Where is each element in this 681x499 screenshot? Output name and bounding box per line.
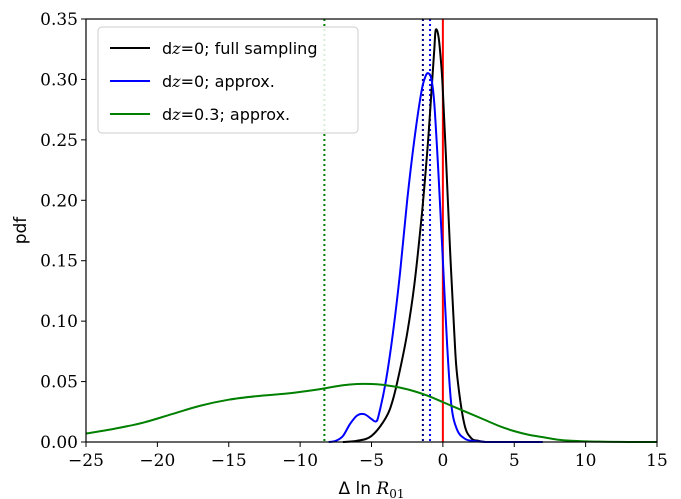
legend-box: [97, 26, 359, 134]
x-tick-label: −10: [282, 451, 318, 471]
y-tick-label: 0.30: [40, 70, 78, 90]
legend-label-2: dz=0.3; approx.: [162, 105, 290, 124]
x-axis-ticks: −25 −20 −15 −10 −5 0 5 10 15: [68, 442, 668, 471]
x-tick-label: 10: [575, 451, 597, 471]
y-tick-label: 0.35: [40, 10, 78, 30]
series-lines: [85, 28, 657, 443]
y-tick-label: 0.25: [40, 131, 78, 151]
y-tick-label: 0.15: [40, 252, 78, 272]
legend-label-0: dz=0; full sampling: [162, 39, 317, 58]
x-tick-label: −25: [68, 451, 104, 471]
series-line-2: [85, 382, 657, 443]
y-tick-label: 0.05: [40, 373, 78, 393]
y-tick-label: 0.00: [40, 433, 78, 453]
x-tick-label: 5: [509, 451, 520, 471]
x-tick-label: 15: [646, 451, 668, 471]
y-axis-ticks: 0.00 0.05 0.10 0.15 0.20 0.25 0.30 0.35: [40, 10, 86, 453]
x-tick-label: −20: [139, 451, 175, 471]
series-line-1: [328, 72, 543, 443]
legend: dz=0; full sampling dz=0; approx. dz=0.3; …: [97, 26, 359, 134]
legend-label-1: dz=0; approx.: [162, 72, 275, 91]
x-axis-label: Δ ln R01: [338, 479, 404, 499]
x-tick-label: 0: [437, 451, 448, 471]
x-tick-label: −15: [211, 451, 247, 471]
x-tick-label: −5: [359, 451, 384, 471]
y-tick-label: 0.10: [40, 312, 78, 332]
y-axis-label: pdf: [11, 216, 31, 245]
y-tick-label: 0.20: [40, 191, 78, 211]
series-line-0: [342, 28, 486, 443]
